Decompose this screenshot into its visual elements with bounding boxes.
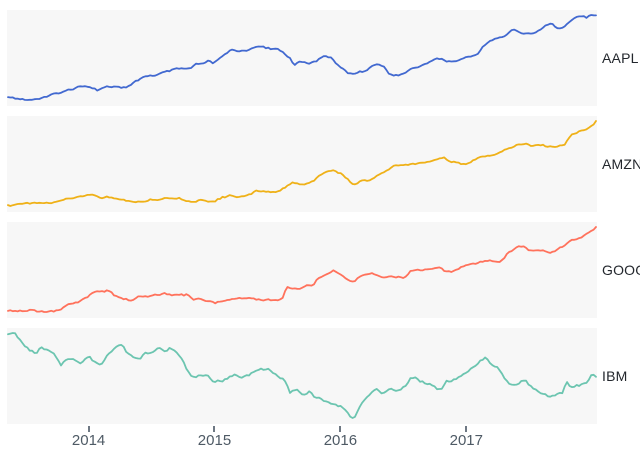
x-axis-tick-2015 [213,426,216,432]
goog-line [7,226,597,313]
facet-panel-aapl [7,10,597,106]
x-axis-label-2016: 2016 [323,432,358,449]
x-axis-label-2017: 2017 [449,432,483,449]
x-axis-tick-2016 [339,426,342,432]
facet-panel-goog [7,222,597,318]
amzn-line [7,120,597,207]
ibm-line [7,332,597,419]
facet-label-aapl: AAPL [602,50,639,66]
x-axis-tick-2014 [87,426,90,432]
goog-line-plot [7,226,597,313]
facet-label-goog: GOOG [602,262,640,278]
aapl-line-plot [7,14,597,101]
aapl-line [7,14,597,101]
x-axis-label-2014: 2014 [71,432,106,449]
x-axis-label-2015: 2015 [197,432,232,449]
x-axis-tick-2017 [465,426,468,432]
facet-label-amzn: AMZN [602,156,640,172]
facet-label-ibm: IBM [602,368,628,384]
ibm-line-plot [7,332,597,419]
facet-panel-ibm [7,328,597,424]
amzn-line-plot [7,120,597,207]
facet-panel-amzn [7,116,597,212]
